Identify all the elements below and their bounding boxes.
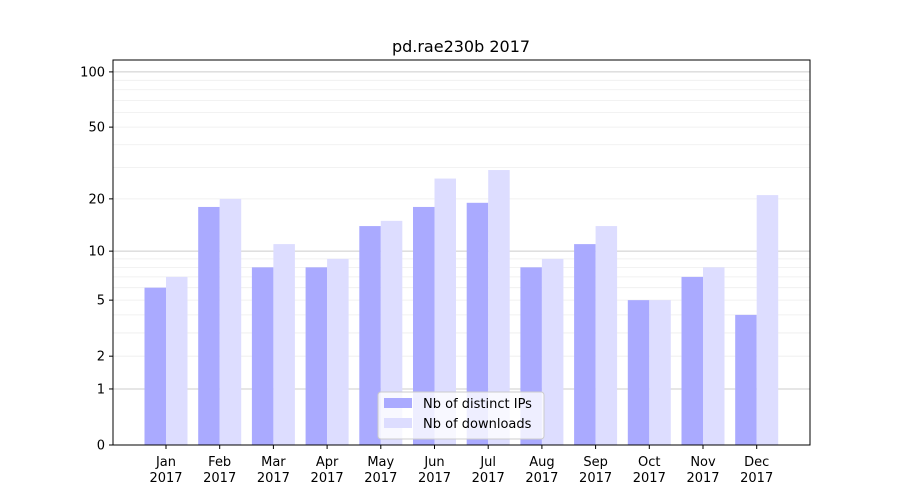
bar-distinct-ips: [305, 267, 328, 445]
bar-downloads: [327, 258, 349, 445]
bar-downloads: [488, 170, 510, 445]
bar-distinct-ips: [413, 206, 435, 445]
x-tick-label: May 2017: [364, 455, 397, 486]
legend: Nb of distinct IPs Nb of downloads: [377, 391, 545, 440]
y-tick-label: 5: [97, 294, 105, 309]
bar-downloads: [541, 258, 564, 445]
y-tick-label: 1: [97, 382, 105, 397]
x-tick-label: Mar 2017: [257, 455, 290, 486]
legend-box: [377, 391, 545, 440]
x-tick-label: Feb 2017: [203, 455, 236, 486]
bar-distinct-ips: [198, 206, 220, 445]
bar-distinct-ips: [681, 276, 703, 445]
legend-label: Nb of distinct IPs: [423, 397, 532, 412]
y-tick-label: 20: [88, 192, 105, 207]
x-tick-label: Aug 2017: [525, 455, 558, 486]
chart-title: pd.rae230b 2017: [392, 37, 530, 56]
y-tick-label: 100: [80, 65, 105, 80]
x-tick-label: Sep 2017: [579, 455, 612, 486]
x-tick-label: Oct 2017: [633, 455, 666, 486]
legend-label: Nb of downloads: [423, 417, 532, 432]
plot-frame: [112, 59, 811, 446]
bar-downloads: [273, 244, 295, 445]
bar-distinct-ips: [735, 314, 757, 445]
x-tick-label: Dec 2017: [740, 455, 773, 486]
y-tick-label: 2: [97, 350, 105, 365]
legend-swatch: [384, 398, 412, 408]
y-tick-label: 50: [88, 121, 105, 136]
bar-downloads: [595, 226, 618, 445]
bar-distinct-ips: [251, 267, 274, 445]
bar-distinct-ips: [574, 244, 596, 445]
legend-swatch: [384, 418, 412, 428]
bar-distinct-ips: [144, 287, 166, 445]
x-tick-label: Jul 2017: [472, 455, 505, 486]
y-tick-label: 0: [97, 439, 105, 454]
bar-downloads: [703, 267, 725, 445]
bar-distinct-ips: [359, 226, 381, 445]
bar-downloads: [219, 198, 242, 445]
bar-downloads: [434, 178, 456, 446]
bar-downloads: [166, 276, 188, 445]
x-tick-label: Jan 2017: [149, 455, 182, 486]
bar-downloads: [380, 220, 403, 445]
bar-downloads: [649, 300, 671, 445]
bar-downloads: [756, 195, 779, 445]
x-tick-label: Jun 2017: [418, 455, 451, 486]
y-tick-label: 10: [88, 245, 105, 260]
bar-distinct-ips: [627, 300, 650, 445]
x-tick-label: Apr 2017: [311, 455, 344, 486]
bar-distinct-ips: [466, 202, 489, 445]
x-tick-label: Nov 2017: [686, 455, 719, 486]
